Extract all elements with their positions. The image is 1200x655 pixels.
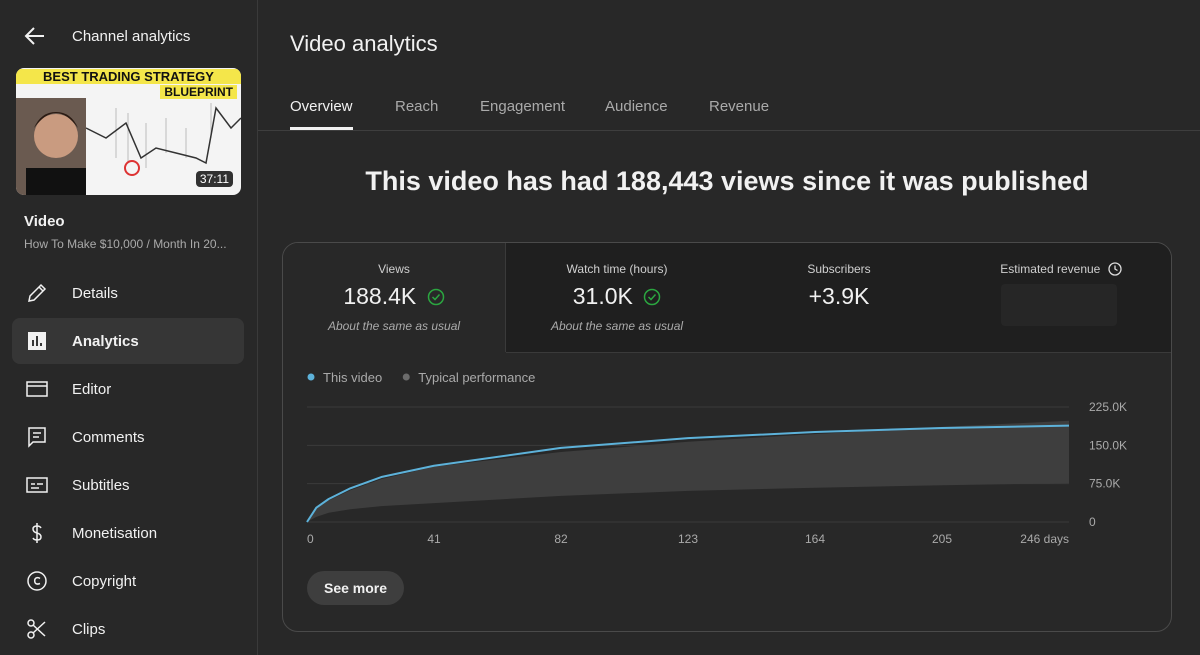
nav-item[interactable]: Clips xyxy=(12,606,244,652)
nav-item[interactable]: Monetisation xyxy=(12,510,244,556)
icon xyxy=(27,571,47,591)
nav-item[interactable]: Analytics xyxy=(12,318,244,364)
back-button[interactable] xyxy=(24,26,46,46)
metric-value: +3.9K xyxy=(808,283,870,309)
nav-label: Monetisation xyxy=(72,525,158,542)
nav-label: Clips xyxy=(72,621,106,638)
nav-label: Details xyxy=(72,285,118,302)
metric-value: 188.4K xyxy=(283,283,505,310)
nav-item[interactable]: Copyright xyxy=(12,558,244,604)
metric-tile[interactable]: Estimated revenue xyxy=(950,243,1171,353)
icon xyxy=(26,381,48,397)
metric-label: Views xyxy=(378,262,410,276)
check-icon xyxy=(644,288,661,306)
metric-label: Subscribers xyxy=(807,262,871,276)
nav-label: Copyright xyxy=(72,573,137,590)
clock-icon xyxy=(1108,262,1122,276)
line xyxy=(306,424,1070,523)
tab[interactable]: Revenue xyxy=(709,98,770,115)
metric-label: Estimated revenue xyxy=(950,262,1171,276)
thumbnail[interactable]: BEST TRADING STRATEGY BLUEPRINT 37:11 xyxy=(16,68,241,195)
metric-value: 31.0K xyxy=(506,283,728,310)
y-tick-label: 0 xyxy=(1089,515,1096,529)
legend-label: Typical performance xyxy=(418,370,535,385)
x-tick-label: 246 days xyxy=(1020,532,1069,546)
nav-label: Subtitles xyxy=(72,477,130,494)
legend-dot xyxy=(307,373,315,381)
metric-label-text: Estimated revenue xyxy=(1000,262,1101,276)
metric-value-text: 31.0K xyxy=(572,283,633,309)
metric-tile[interactable]: Views 188.4K About the same as usual xyxy=(283,243,506,352)
thumbnail-art xyxy=(16,98,241,195)
thumbnail-banner: BLUEPRINT xyxy=(160,85,237,99)
tab[interactable]: Engagement xyxy=(480,98,566,115)
metric-tile[interactable]: Watch time (hours) 31.0K About the same … xyxy=(506,243,729,353)
page-title: Video analytics xyxy=(290,31,438,56)
tab-underline xyxy=(290,127,353,130)
legend-label: This video xyxy=(323,370,382,385)
nav-item[interactable]: Comments xyxy=(12,414,244,460)
x-tick-label: 123 xyxy=(678,532,698,546)
x-tick-label: 0 xyxy=(307,532,314,546)
nav-label: Analytics xyxy=(72,333,139,350)
nav-label: Comments xyxy=(72,429,145,446)
headline: This video has had 188,443 views since i… xyxy=(365,166,1089,196)
y-tick-label: 150.0K xyxy=(1089,438,1127,452)
nav-item[interactable]: Details xyxy=(12,270,244,316)
x-tick-label: 41 xyxy=(427,532,441,546)
back-title: Channel analytics xyxy=(72,28,191,45)
icon xyxy=(28,427,46,448)
video-title: How To Make $10,000 / Month In 20... xyxy=(24,237,227,251)
x-tick-label: 164 xyxy=(805,532,825,546)
icon xyxy=(27,619,46,639)
thumbnail-banner: BEST TRADING STRATEGY xyxy=(16,69,241,84)
metric-value-text: 188.4K xyxy=(343,283,417,309)
y-tick-label: 225.0K xyxy=(1089,400,1127,414)
band-area xyxy=(307,420,1069,522)
divider xyxy=(258,130,1200,131)
icon xyxy=(28,283,47,302)
see-more-button[interactable]: See more xyxy=(307,571,405,605)
nav-label: Editor xyxy=(72,381,112,398)
video-label: Video xyxy=(24,213,65,230)
metric-label: Watch time (hours) xyxy=(566,262,668,276)
check-icon xyxy=(427,288,444,306)
y-tick-label: 75.0K xyxy=(1089,477,1120,491)
icon xyxy=(32,523,42,543)
x-tick-label: 82 xyxy=(554,532,568,546)
x-tick-label: 205 xyxy=(932,532,952,546)
nav-item[interactable]: Subtitles xyxy=(12,462,244,508)
metric-note: About the same as usual xyxy=(327,319,461,333)
tab[interactable]: Reach xyxy=(395,98,439,115)
tab[interactable]: Audience xyxy=(605,98,668,115)
icon xyxy=(26,477,48,493)
revenue-placeholder xyxy=(1001,284,1117,326)
duration: 37:11 xyxy=(195,171,233,187)
metric-tile[interactable]: Subscribers +3.9K xyxy=(728,243,951,353)
legend-dot xyxy=(402,373,410,381)
metric-note: About the same as usual xyxy=(550,319,684,333)
icon xyxy=(28,332,46,350)
sidebar: Channel analytics BEST TRADING STRATEGY … xyxy=(0,0,258,655)
tab[interactable]: Overview xyxy=(290,98,353,115)
nav-item[interactable]: Editor xyxy=(12,366,244,412)
